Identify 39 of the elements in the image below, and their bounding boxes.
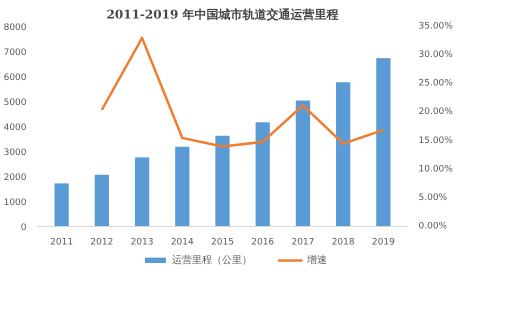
y2-tick-label: 20.00%: [418, 107, 454, 118]
y2-tick-label: 35.00%: [418, 22, 454, 32]
bar: [215, 136, 230, 226]
x-tick-label: 2012: [90, 238, 114, 248]
bar: [376, 58, 391, 226]
x-tick-label: 2019: [372, 238, 396, 248]
x-tick-label: 2014: [170, 238, 194, 248]
y-tick-label: 3000: [4, 148, 27, 158]
bar: [54, 183, 69, 226]
y2-tick-label: 0.00%: [418, 222, 448, 232]
y2-tick-label: 5.00%: [418, 192, 448, 203]
line-series: [100, 36, 385, 148]
y-tick-label: 0: [20, 223, 27, 233]
y2-tick-label: 10.00%: [418, 164, 454, 174]
y-tick-label: 1000: [4, 198, 27, 208]
bar: [175, 146, 190, 226]
x-tick-label: 2018: [332, 238, 355, 248]
legend-label: 增速: [307, 254, 327, 267]
x-tick-label: 2016: [251, 238, 274, 248]
x-tick-label: 2011: [50, 238, 74, 248]
bar: [296, 100, 310, 226]
bar: [134, 157, 150, 226]
x-tick-label: 2015: [211, 238, 234, 248]
legend-label: 运营里程（公里）: [172, 254, 252, 267]
x-tick-label: 2013: [130, 238, 154, 248]
y-tick-label: 7000: [4, 48, 27, 58]
bar: [256, 122, 270, 226]
y2-tick-label: 15.00%: [418, 136, 454, 146]
y2-tick-label: 30.00%: [418, 50, 454, 60]
x-tick-label: 2017: [291, 238, 314, 248]
chart-title: 2011-2019 年中国城市轨道交通运营里程: [106, 8, 338, 22]
y-tick-label: 8000: [4, 23, 27, 33]
y-tick-label: 2000: [4, 173, 27, 183]
y-tick-label: 4000: [4, 123, 27, 133]
y-tick-label: 6000: [4, 73, 27, 83]
y-tick-label: 5000: [4, 98, 27, 108]
bar: [336, 82, 350, 226]
bar: [94, 174, 109, 226]
y2-tick-label: 25.00%: [418, 78, 454, 89]
